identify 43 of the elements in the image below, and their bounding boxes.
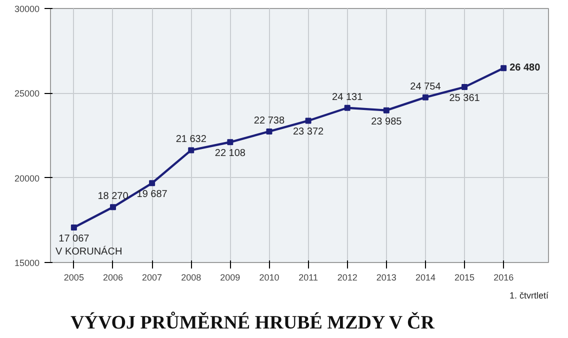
data-label: 24 754 (410, 81, 442, 92)
data-label: 22 738 (254, 115, 285, 126)
annotation: V KORUNÁCH (56, 246, 122, 258)
y-tick-label: 15000 (14, 258, 40, 268)
point (422, 94, 428, 100)
x-tick-label: 2014 (415, 272, 436, 282)
x-tick-label: 2013 (376, 272, 396, 282)
point (70, 224, 77, 230)
point (383, 107, 390, 114)
point (188, 147, 194, 154)
point (266, 128, 272, 134)
text: 1. čtvrtletí (509, 290, 549, 300)
x-tick-label: 2016 (494, 272, 514, 282)
x-tick-label: 2007 (142, 272, 162, 282)
x-tick-label: 2010 (259, 272, 280, 282)
y-tick-label: 25000 (14, 88, 40, 99)
y-tick-label: 30000 (14, 4, 40, 14)
data-label: 23 372 (292, 126, 324, 138)
text: VÝVOJ PRŮMĚRNÉ HRUBÉ MZDY V ČR (70, 312, 435, 334)
x-tick-label: 2006 (102, 272, 124, 282)
point (110, 204, 116, 210)
data-label: 24 131 (332, 92, 364, 103)
point (462, 84, 468, 90)
x-tick-label: 2005 (64, 272, 84, 282)
data-label: 18 270 (98, 191, 129, 202)
x-tick-label: 2011 (298, 272, 318, 282)
point (227, 139, 234, 146)
point (305, 118, 312, 124)
y-tick-label: 20000 (14, 173, 40, 184)
data-label: 26 480 (510, 62, 541, 74)
x-tick-label: 2012 (337, 272, 358, 282)
point (500, 65, 507, 72)
data-label: 23 985 (371, 116, 402, 128)
data-label: 21 632 (176, 134, 207, 146)
data-label: 19 687 (136, 189, 168, 200)
data-label: 25 361 (449, 93, 480, 104)
data-label: 17 067 (58, 234, 90, 244)
data-label: 22 108 (214, 148, 246, 160)
x-tick-label: 2009 (220, 272, 240, 282)
point (149, 180, 156, 186)
x-tick-label: 2015 (454, 272, 475, 282)
x-tick-label: 2008 (181, 272, 202, 282)
point (344, 104, 350, 111)
